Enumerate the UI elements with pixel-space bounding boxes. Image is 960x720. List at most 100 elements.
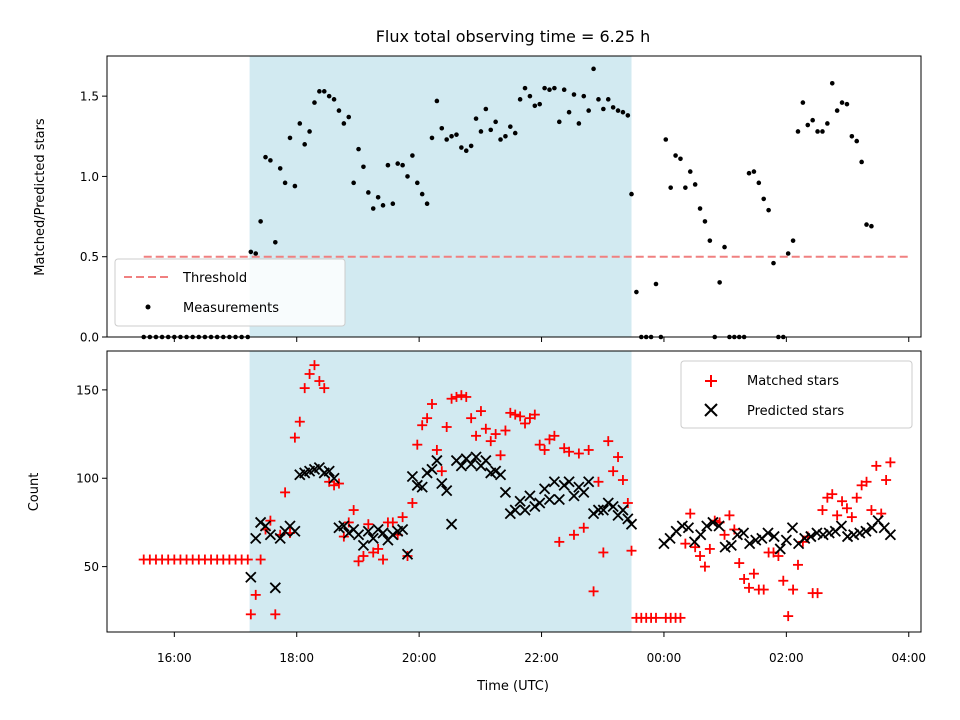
matched-point (441, 421, 452, 432)
legend-matched-label: Matched stars (747, 374, 839, 389)
predicted-point (416, 481, 428, 493)
ratio-y-axis-label: Matched/Predicted stars (33, 118, 48, 276)
measurement-point (722, 244, 727, 250)
ratio-panel-frame (106, 55, 922, 338)
predicted-point (534, 497, 546, 509)
measurement-point (385, 162, 391, 168)
measurement-point (449, 133, 454, 139)
y-tick-label: 1.5 (80, 90, 99, 104)
measurement-point (395, 161, 401, 166)
matched-point (378, 554, 389, 565)
measurement-point (317, 89, 322, 94)
measurement-point (663, 137, 669, 142)
predicted-point (737, 527, 750, 539)
measurement-point (547, 87, 552, 93)
matched-point (788, 584, 799, 595)
measurement-point (678, 156, 683, 162)
measurement-point (248, 249, 254, 255)
matched-point (490, 429, 501, 440)
measurement-point (790, 238, 796, 243)
predicted-point (250, 532, 262, 544)
measurement-point (253, 251, 259, 256)
predicted-point (780, 534, 792, 546)
matched-point (613, 452, 624, 463)
legend-measurements-label: Measurements (183, 301, 279, 316)
matched-point (299, 383, 310, 394)
predicted-point (441, 484, 453, 497)
predicted-point (367, 532, 379, 544)
measurement-point (707, 238, 713, 243)
measurement-point (277, 166, 283, 171)
matched-point (475, 406, 486, 417)
predicted-point (514, 495, 526, 507)
y-tick-label: 100 (76, 472, 99, 486)
predicted-point (597, 504, 609, 516)
matched-point (603, 436, 614, 447)
measurement-point (697, 206, 703, 211)
x-tick-label: 02:00 (769, 651, 804, 665)
predicted-point (490, 465, 502, 477)
predicted-point (264, 529, 277, 541)
measurement-point (292, 183, 298, 189)
measurement-point (400, 162, 405, 168)
measurement-point (503, 133, 508, 139)
predicted-point (338, 520, 350, 532)
matched-point (529, 409, 540, 420)
predicted-point (245, 571, 257, 583)
measurement-point (414, 180, 420, 186)
matched-point (480, 423, 491, 434)
matched-point (650, 612, 661, 623)
predicted-point (695, 529, 707, 541)
predicted-point (259, 520, 272, 532)
predicted-point (543, 493, 556, 506)
measurement-point (302, 142, 307, 147)
measurement-point (429, 135, 435, 141)
predicted-point (553, 493, 565, 506)
legend-predicted-label: Predicted stars (747, 404, 844, 419)
predicted-point (860, 525, 872, 537)
matched-point (885, 457, 896, 468)
measurement-point (297, 121, 303, 126)
matched-point (758, 584, 769, 595)
measurement-point (341, 121, 347, 126)
predicted-point (568, 490, 580, 502)
matched-point (456, 390, 467, 401)
matched-point (837, 496, 848, 507)
measurement-point (346, 114, 352, 120)
matched-point (485, 436, 496, 447)
matched-point (699, 561, 710, 572)
predicted-point (607, 500, 619, 513)
measurement-point (771, 260, 776, 266)
matched-point (265, 515, 276, 526)
predicted-point (884, 529, 897, 541)
predicted-point (509, 504, 521, 516)
matched-point (348, 505, 359, 516)
predicted-point (707, 516, 719, 529)
x-axis-label: Time (UTC) (476, 679, 549, 694)
measurement-point (258, 219, 263, 224)
measurement-point (390, 201, 396, 207)
legend-matched-swatch (705, 375, 717, 387)
matched-point (861, 476, 872, 487)
measurement-point (751, 169, 757, 174)
matched-point (309, 360, 320, 371)
matched-point (593, 476, 604, 487)
y-tick-label: 0.0 (80, 331, 99, 345)
matched-point (245, 609, 256, 620)
matched-point (773, 551, 784, 562)
x-tick-label: 00:00 (647, 651, 682, 665)
measurement-point (854, 138, 860, 144)
measurement-point (307, 129, 312, 134)
predicted-point (406, 470, 419, 483)
predicted-point (592, 504, 605, 516)
predicted-point (455, 460, 468, 472)
matched-point (446, 393, 457, 404)
predicted-point (587, 507, 600, 520)
measurement-point (625, 113, 631, 118)
legend-threshold-label: Threshold (182, 271, 247, 286)
predicted-point (328, 472, 340, 484)
predicted-point (494, 469, 507, 481)
measurement-point (605, 97, 611, 102)
matched-point (871, 460, 882, 471)
matched-point (573, 448, 584, 459)
